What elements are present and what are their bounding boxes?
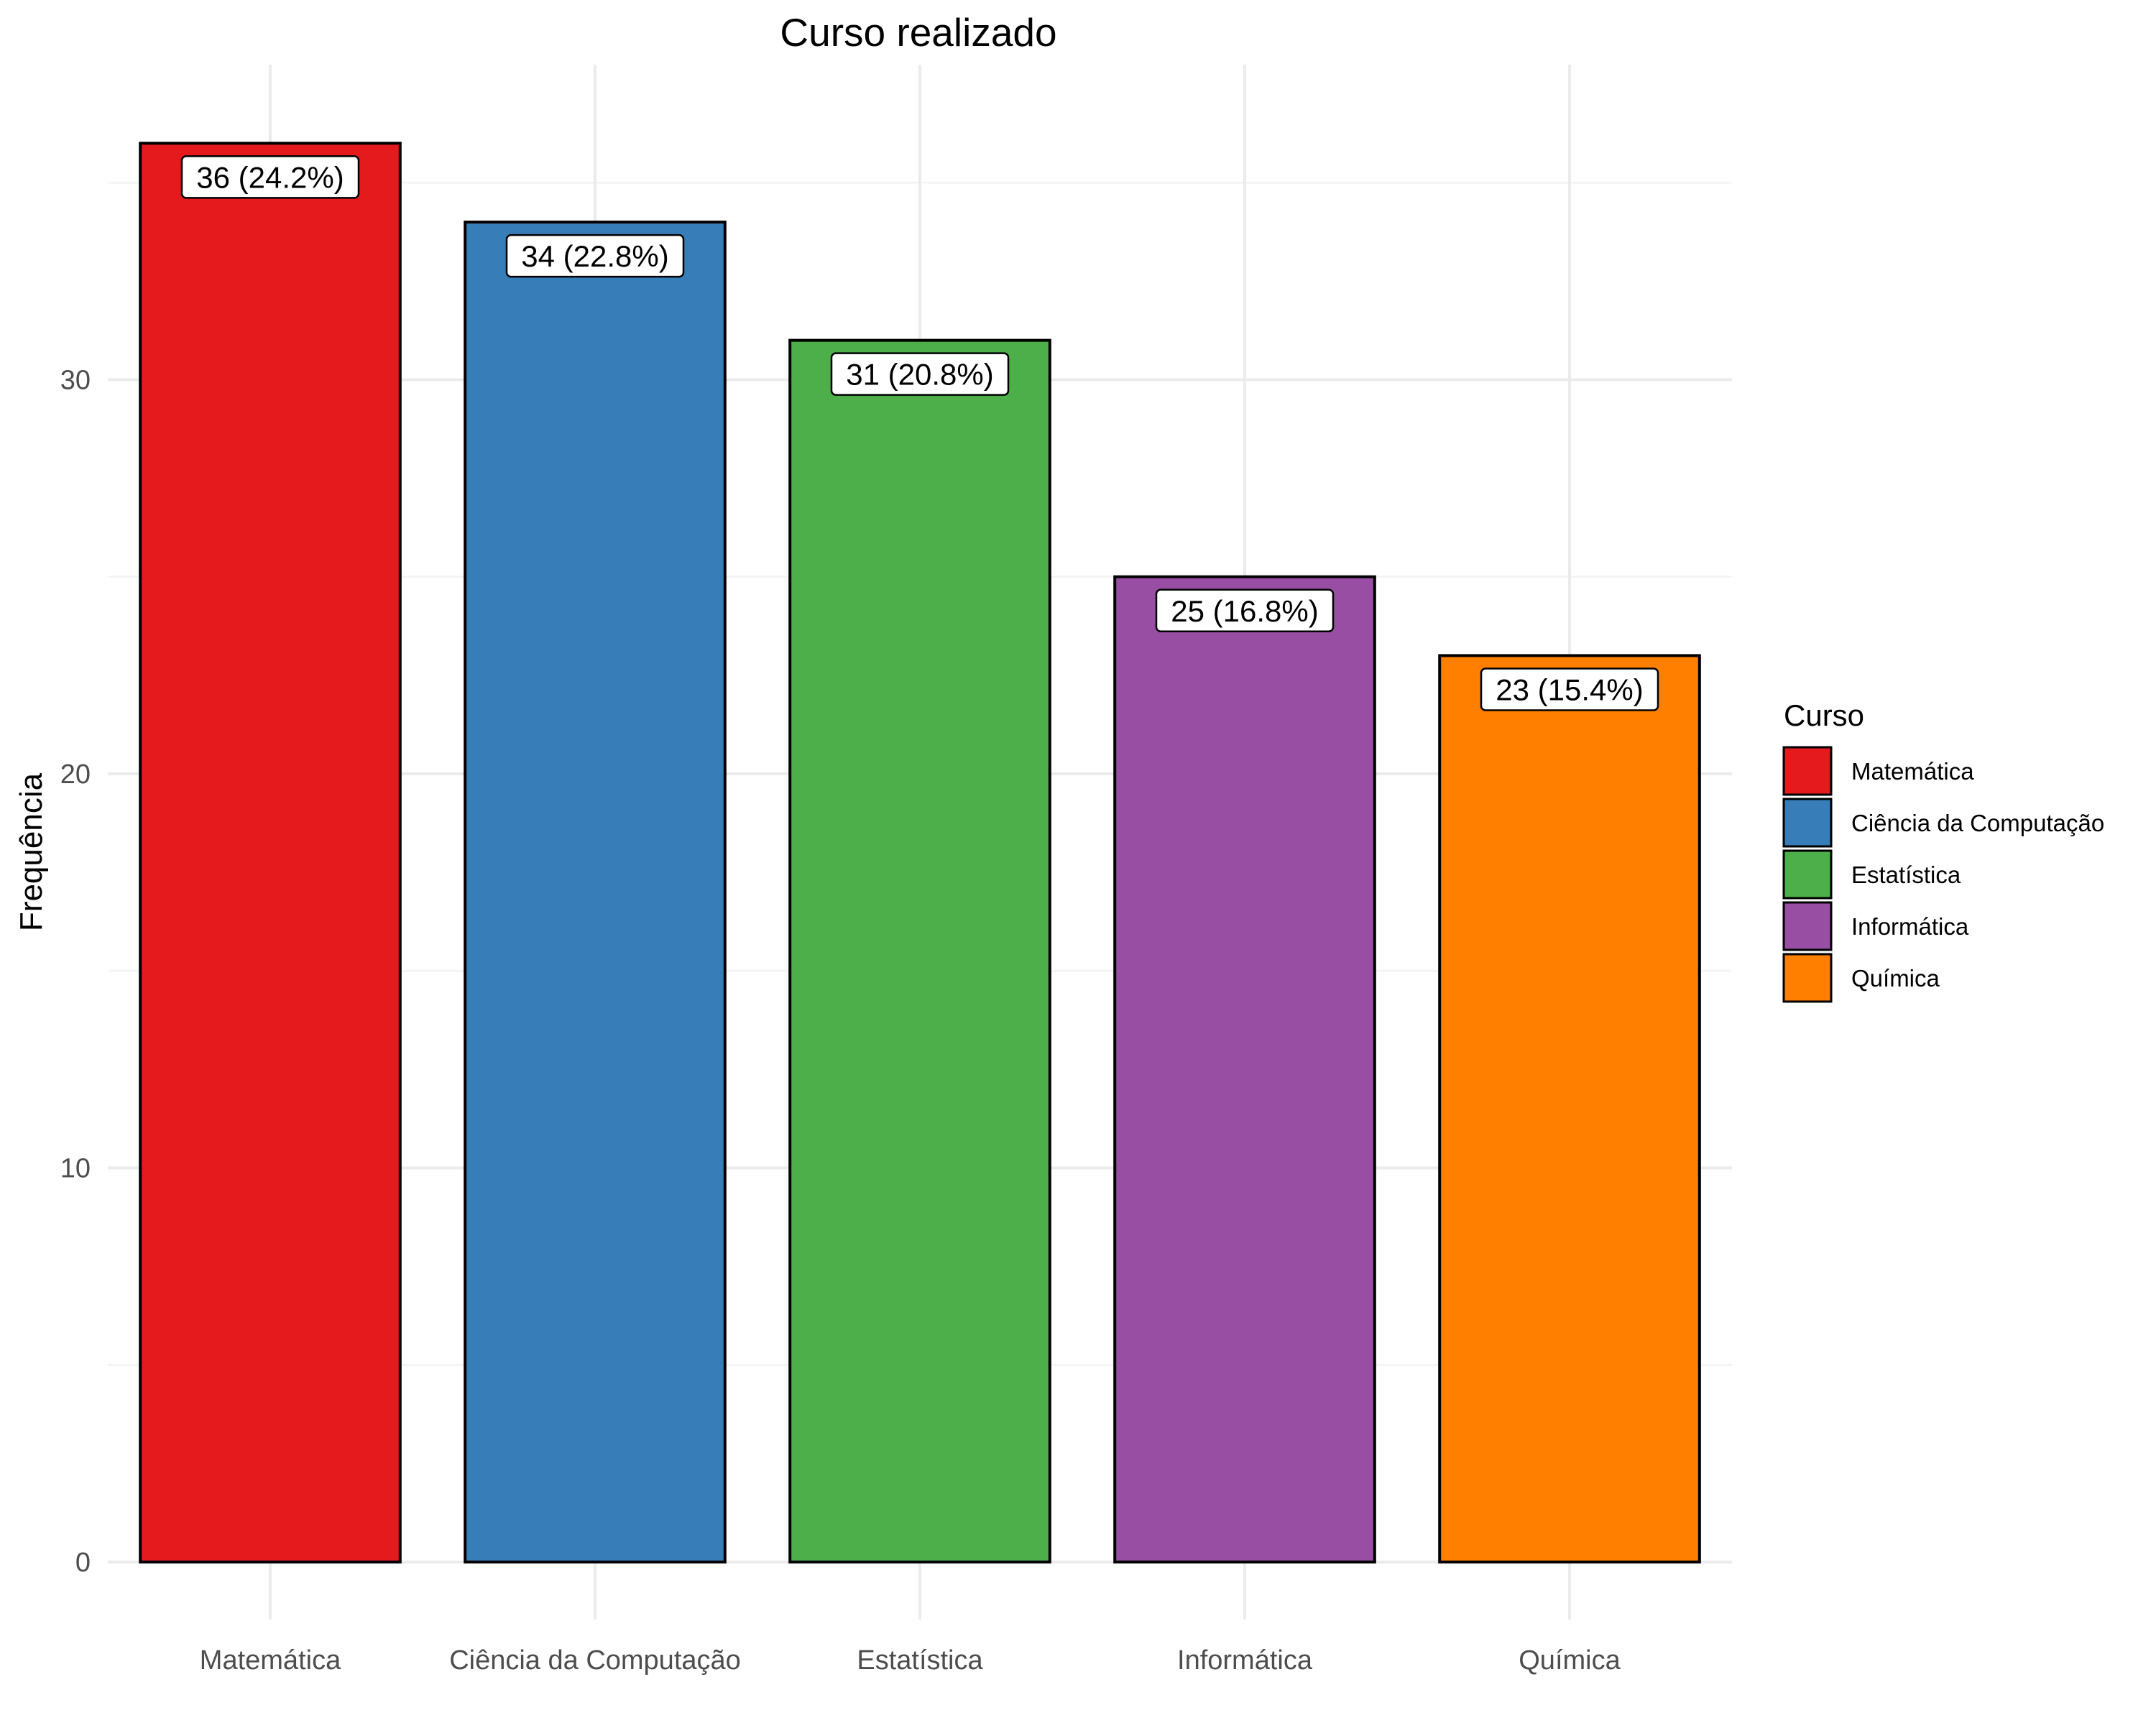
x-tick-label: Matemática — [200, 1645, 341, 1676]
legend-label: Estatística — [1851, 861, 1961, 888]
data-label: 31 (20.8%) — [830, 352, 1010, 396]
x-tick-label: Ciência da Computação — [449, 1645, 741, 1676]
y-axis-title: Frequência — [14, 772, 49, 931]
bar — [139, 142, 402, 1563]
x-tick-label: Informática — [1177, 1645, 1313, 1676]
legend-swatch — [1782, 849, 1833, 900]
data-label: 34 (22.8%) — [505, 234, 685, 278]
data-label-text: 23 (15.4%) — [1496, 673, 1643, 706]
legend-label: Matemática — [1851, 758, 1974, 785]
legend-label: Informática — [1851, 913, 1969, 940]
chart-title: Curso realizado — [780, 10, 1056, 55]
data-labels-layer: 36 (24.2%) 34 (22.8%) 31 (20.8%) 25 (16.8%)… — [180, 155, 1659, 711]
bar — [788, 338, 1051, 1563]
x-tick-label: Química — [1519, 1645, 1621, 1676]
data-label: 36 (24.2%) — [180, 155, 360, 199]
legend-label: Ciência da Computação — [1851, 810, 2104, 836]
data-label-box — [505, 234, 685, 278]
data-label-text: 34 (22.8%) — [521, 239, 668, 273]
y-tick-label: 20 — [60, 759, 91, 790]
bar — [1438, 654, 1701, 1564]
x-tick-label: Estatística — [857, 1645, 983, 1676]
legend-swatch — [1782, 901, 1833, 951]
data-label-box — [1155, 588, 1335, 632]
data-label-text: 31 (20.8%) — [846, 358, 993, 392]
legend-title: Curso — [1784, 698, 1864, 732]
data-label-text: 36 (24.2%) — [196, 160, 344, 194]
legend: Curso Matemática Ciência da Computação Esta… — [1782, 698, 2104, 1003]
legend-item: Estatística — [1782, 849, 1961, 900]
legend-label: Química — [1851, 965, 1940, 992]
data-label-box — [830, 352, 1010, 396]
data-label-box — [1480, 667, 1659, 711]
legend-item: Matemática — [1782, 746, 1974, 796]
y-tick-label: 0 — [75, 1548, 91, 1578]
data-label: 25 (16.8%) — [1155, 588, 1335, 632]
legend-item: Ciência da Computação — [1782, 798, 2104, 848]
legend-item: Informática — [1782, 901, 1969, 951]
legend-item: Química — [1782, 953, 1940, 1003]
data-label-text: 25 (16.8%) — [1171, 594, 1318, 628]
legend-swatch — [1782, 953, 1833, 1003]
bar — [1113, 575, 1376, 1563]
y-tick-label: 10 — [60, 1154, 91, 1184]
data-label-box — [180, 155, 360, 199]
legend-swatch — [1782, 746, 1833, 796]
data-label: 23 (15.4%) — [1480, 667, 1659, 711]
bars-layer — [139, 142, 1701, 1564]
axes-layer: 0 10 20 30 Matemática Ciência da Computação Es… — [60, 366, 1621, 1676]
y-tick-label: 30 — [60, 366, 91, 396]
legend-swatch — [1782, 798, 1833, 848]
bar — [464, 221, 727, 1564]
